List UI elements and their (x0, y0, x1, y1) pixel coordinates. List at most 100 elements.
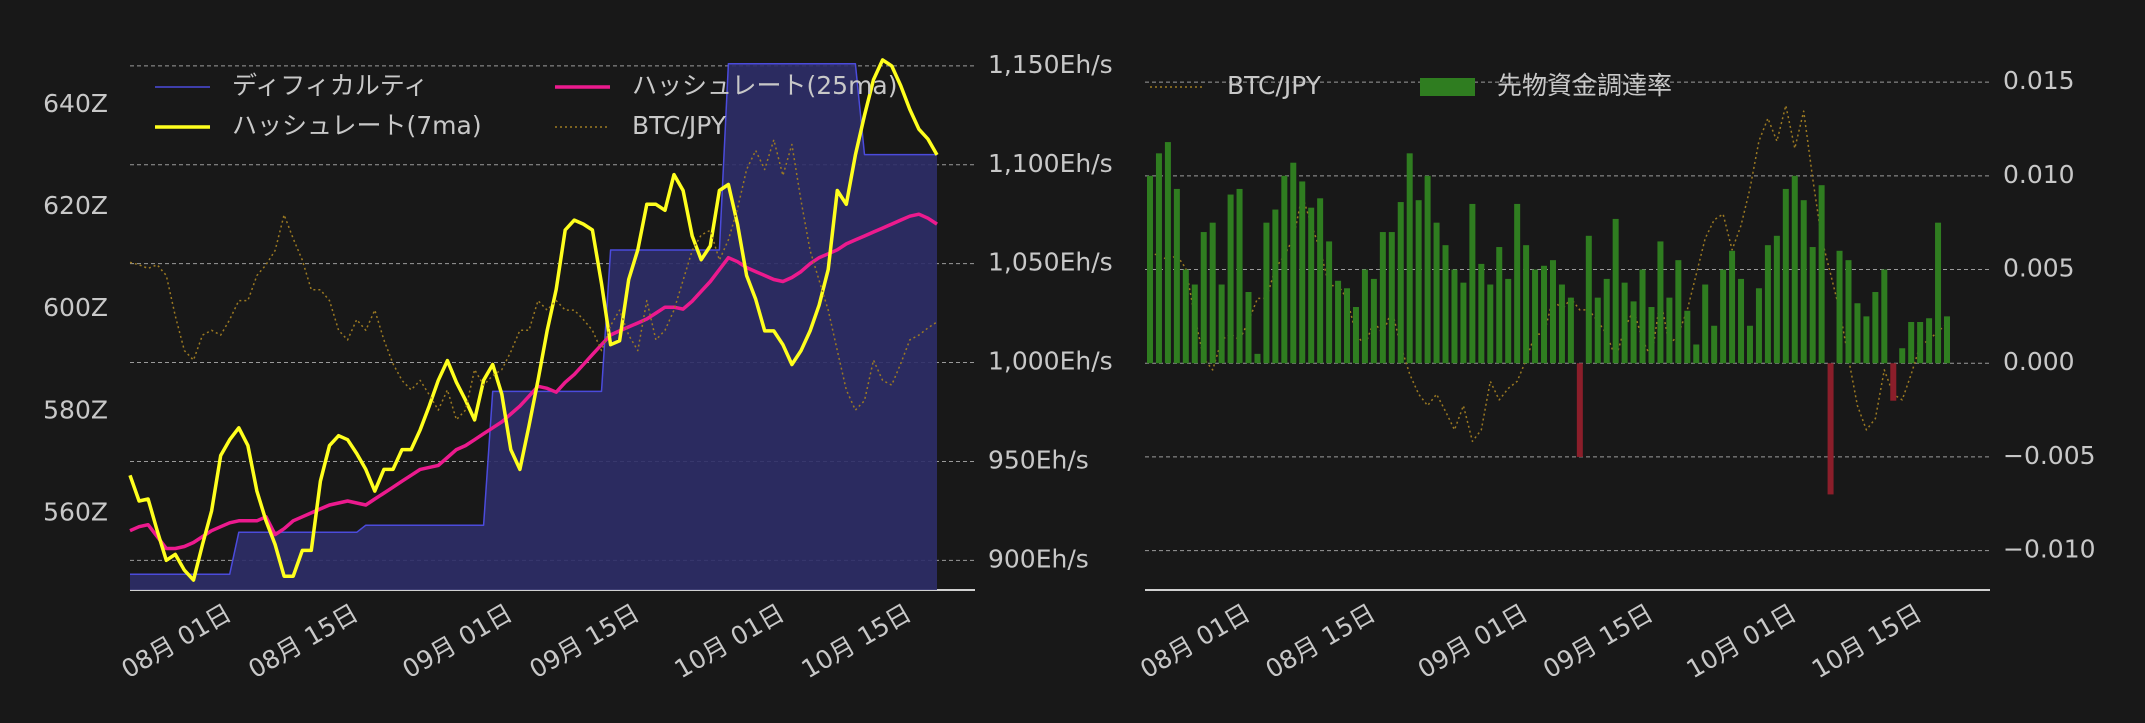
bar (1155, 153, 1162, 364)
x-tick-label: 10月 01日 (1681, 598, 1801, 684)
bar (1621, 282, 1628, 364)
x-tick-label: 09月 15日 (1538, 598, 1658, 684)
y-tick-label: −0.005 (2003, 441, 2096, 470)
y-tick-label: 1,150Eh/s (988, 50, 1113, 79)
bar (1684, 310, 1691, 364)
bar (1675, 260, 1682, 364)
bar (1541, 265, 1548, 364)
bar (1827, 363, 1834, 495)
bar (1352, 307, 1359, 364)
bar (1836, 250, 1843, 364)
x-tick-label: 10月 01日 (670, 598, 790, 684)
bar (1881, 269, 1888, 364)
bar (1755, 288, 1762, 364)
bar (1585, 235, 1592, 364)
bar (1317, 198, 1324, 364)
bar (1442, 245, 1449, 364)
x-tick-label: 08月 01日 (1135, 598, 1255, 684)
y-tick-label: 600Z (43, 293, 108, 322)
bar (1236, 188, 1243, 364)
bar (1523, 245, 1530, 364)
y-tick-label: 560Z (43, 497, 108, 526)
y-tick-label: 0.005 (2003, 254, 2075, 283)
bar (1809, 247, 1816, 364)
y-tick-label: 1,000Eh/s (988, 347, 1113, 376)
legend-swatch (1420, 78, 1475, 96)
y-tick-label: 1,100Eh/s (988, 149, 1113, 178)
bar (1657, 241, 1664, 364)
bar (1603, 278, 1610, 364)
bar (1908, 322, 1915, 364)
bar (1370, 278, 1377, 364)
y-tick-label: 620Z (43, 191, 108, 220)
x-tick-label: 08月 01日 (116, 598, 236, 684)
bar (1496, 247, 1503, 364)
bar (1281, 175, 1288, 364)
legend-label: BTC/JPY (632, 111, 727, 140)
bar (1702, 284, 1709, 364)
y-tick-label: 0.015 (2003, 66, 2075, 95)
bar (1746, 325, 1753, 364)
legend-label: ディフィカルティ (232, 71, 428, 100)
bar (1917, 322, 1924, 364)
bar (1326, 241, 1333, 364)
y-tick-label: 950Eh/s (988, 445, 1089, 474)
bar (1200, 232, 1207, 364)
bar (1415, 200, 1422, 364)
bar (1729, 250, 1736, 364)
bar (1845, 260, 1852, 364)
bar (1245, 292, 1252, 364)
x-tick-label: 08月 15日 (243, 598, 363, 684)
bar (1299, 181, 1306, 364)
bar (1361, 269, 1368, 364)
bar (1433, 222, 1440, 364)
bar (1773, 235, 1780, 364)
bar (1532, 269, 1539, 364)
x-tick-label: 08月 15日 (1261, 598, 1381, 684)
y-tick-label: 580Z (43, 395, 108, 424)
x-tick-label: 09月 01日 (1413, 598, 1533, 684)
bar (1666, 297, 1673, 364)
bar (1576, 363, 1583, 457)
bar (1173, 188, 1180, 364)
bar (1460, 282, 1467, 364)
bar (1147, 175, 1153, 364)
bar (1872, 292, 1879, 364)
bar (1944, 316, 1950, 364)
bar (1191, 284, 1198, 364)
series-line (128, 58, 939, 582)
bar (1890, 363, 1897, 401)
bar (1478, 263, 1485, 364)
bar (1818, 185, 1825, 364)
bar (1182, 269, 1189, 364)
bar (1379, 232, 1386, 364)
bar (1505, 278, 1512, 364)
series-line (129, 139, 938, 421)
area (130, 63, 937, 590)
bar (1469, 203, 1476, 364)
bar (1935, 222, 1942, 364)
bar (1451, 269, 1458, 364)
bar (1863, 316, 1870, 364)
bar (1227, 194, 1234, 364)
bar (1558, 284, 1565, 364)
bar (1487, 284, 1494, 364)
bar (1899, 348, 1906, 364)
bar (1791, 175, 1798, 364)
bar (1711, 325, 1718, 364)
x-tick-label: 09月 01日 (398, 598, 518, 684)
series-line (1149, 104, 1948, 443)
legend-label: ハッシュレート(25ma) (632, 71, 898, 100)
bar (1630, 301, 1637, 364)
legend-label: BTC/JPY (1227, 71, 1322, 100)
y-tick-label: 640Z (43, 89, 108, 118)
bar (1612, 218, 1619, 364)
y-tick-label: −0.010 (2003, 535, 2096, 564)
y-tick-label: 0.010 (2003, 160, 2075, 189)
bar (1254, 353, 1261, 364)
bar (1567, 297, 1574, 364)
legend-label: 先物資金調達率 (1497, 71, 1672, 100)
bar (1344, 288, 1351, 364)
